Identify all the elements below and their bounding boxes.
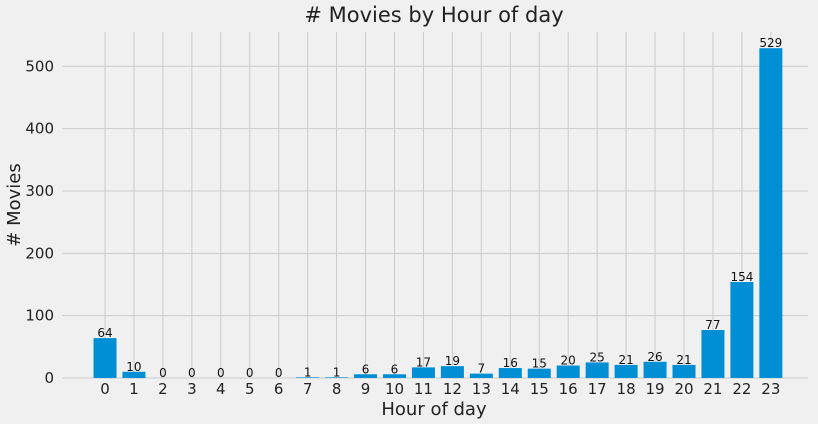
x-tick-label: 2 [158, 380, 168, 398]
bar [498, 368, 522, 378]
y-tick-label: 200 [25, 244, 54, 262]
bar [527, 368, 551, 378]
x-tick-label: 8 [332, 380, 342, 398]
bar [614, 364, 638, 378]
bar [585, 362, 609, 378]
bar [354, 374, 378, 378]
data-label: 0 [159, 366, 167, 380]
data-label: 0 [188, 366, 196, 380]
x-tick-label: 22 [732, 380, 751, 398]
x-tick-label: 20 [674, 380, 693, 398]
y-tick-label: 0 [44, 369, 54, 387]
data-label: 17 [416, 355, 431, 369]
x-tick-label: 12 [443, 380, 462, 398]
bar [556, 365, 580, 378]
x-tick-label: 13 [472, 380, 491, 398]
x-tick-label: 0 [100, 380, 110, 398]
data-label: 16 [503, 356, 518, 370]
data-label: 1 [304, 365, 312, 379]
data-label: 19 [445, 354, 460, 368]
x-tick-label: 15 [530, 380, 549, 398]
bars [93, 48, 783, 378]
y-axis-label: # Movies [4, 163, 25, 246]
data-label: 15 [532, 357, 547, 371]
x-tick-label: 9 [361, 380, 371, 398]
data-label: 21 [618, 353, 633, 367]
x-tick-label: 14 [501, 380, 520, 398]
chart-title: # Movies by Hour of day [304, 3, 563, 27]
data-label: 7 [478, 362, 486, 376]
x-tick-label: 17 [588, 380, 607, 398]
bar [296, 377, 320, 378]
bar [469, 373, 493, 378]
bar [93, 338, 117, 378]
data-label: 77 [705, 318, 720, 332]
x-tick-label: 18 [617, 380, 636, 398]
bar [759, 48, 783, 378]
bar [325, 377, 349, 378]
y-tick-labels: 0 100 200 300 400 500 [25, 57, 54, 387]
bar [122, 371, 146, 378]
x-tick-label: 4 [216, 380, 226, 398]
x-tick-label: 6 [274, 380, 284, 398]
data-label: 20 [561, 354, 576, 368]
bar [440, 366, 464, 378]
x-tick-label: 19 [646, 380, 665, 398]
x-tick-label: 7 [303, 380, 313, 398]
data-label: 154 [730, 270, 753, 284]
y-tick-label: 400 [25, 120, 54, 138]
data-label: 1 [333, 365, 341, 379]
x-tick-label: 16 [559, 380, 578, 398]
x-tick-label: 11 [414, 380, 433, 398]
data-label: 6 [391, 362, 399, 376]
bar [383, 374, 406, 378]
data-label: 21 [676, 353, 691, 367]
x-tick-label: 10 [385, 380, 404, 398]
data-label: 26 [647, 350, 662, 364]
y-tick-label: 500 [25, 57, 54, 75]
x-axis-label: Hour of day [381, 399, 487, 420]
bar [643, 361, 667, 378]
x-tick-label: 23 [761, 380, 780, 398]
data-label: 25 [590, 350, 605, 364]
x-tick-label: 5 [245, 380, 255, 398]
data-label: 10 [126, 360, 141, 374]
bar [672, 364, 696, 378]
data-label: 0 [217, 366, 225, 380]
bar [411, 367, 435, 378]
data-label: 64 [97, 326, 112, 340]
x-tick-label: 3 [187, 380, 197, 398]
y-tick-label: 100 [25, 307, 54, 325]
data-label: 529 [759, 36, 782, 50]
y-tick-label: 300 [25, 182, 54, 200]
data-label: 0 [275, 366, 283, 380]
data-label: 0 [246, 366, 254, 380]
bar [730, 281, 754, 378]
x-tick-label: 1 [129, 380, 139, 398]
x-tick-label: 21 [703, 380, 722, 398]
data-label: 6 [362, 362, 370, 376]
bar [701, 329, 725, 378]
x-tick-labels: 0 1 2 3 4 5 6 7 8 9 10 11 12 13 14 15 16 17 18 19 20 21 22 23 [100, 380, 780, 398]
